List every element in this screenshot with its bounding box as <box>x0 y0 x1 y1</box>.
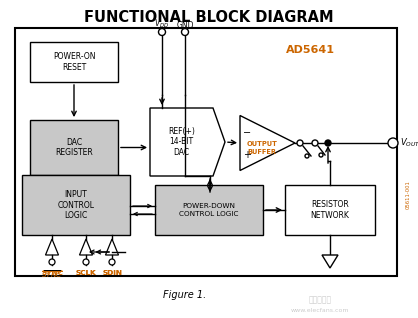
Circle shape <box>388 138 398 148</box>
Circle shape <box>297 140 303 146</box>
Text: POWER-DOWN
CONTROL LOGIC: POWER-DOWN CONTROL LOGIC <box>179 204 239 217</box>
Text: REF(+)
14-BIT
DAC: REF(+) 14-BIT DAC <box>168 127 195 157</box>
Bar <box>22 175 130 235</box>
Text: Figure 1.: Figure 1. <box>163 290 206 300</box>
Circle shape <box>319 153 323 157</box>
Text: GND: GND <box>176 21 194 30</box>
Text: INPUT
CONTROL
LOGIC: INPUT CONTROL LOGIC <box>58 190 94 220</box>
Polygon shape <box>322 255 338 268</box>
Polygon shape <box>240 115 295 170</box>
Polygon shape <box>150 108 225 176</box>
Text: $V_{DD}$: $V_{DD}$ <box>154 17 170 30</box>
Text: 05611-001: 05611-001 <box>405 181 410 210</box>
Text: $\overline{SYNC}$: $\overline{SYNC}$ <box>41 270 63 280</box>
Polygon shape <box>79 239 92 255</box>
Circle shape <box>305 154 309 158</box>
Bar <box>30 120 118 175</box>
Text: AD5641: AD5641 <box>285 45 334 55</box>
Bar <box>30 42 118 82</box>
Bar <box>15 28 397 276</box>
Text: 电子发烧友: 电子发烧友 <box>308 295 331 305</box>
Text: OUTPUT
BUFFER: OUTPUT BUFFER <box>247 142 278 155</box>
Circle shape <box>109 259 115 265</box>
Bar <box>155 185 263 235</box>
Circle shape <box>325 140 331 146</box>
Text: SCLK: SCLK <box>76 270 96 276</box>
Text: SDIN: SDIN <box>102 270 122 276</box>
Text: −: − <box>243 128 251 138</box>
Circle shape <box>312 140 318 146</box>
Text: DAC
REGISTER: DAC REGISTER <box>55 138 93 157</box>
Text: SYNC: SYNC <box>41 270 63 276</box>
Text: RESISTOR
NETWORK: RESISTOR NETWORK <box>311 200 349 220</box>
Circle shape <box>49 259 55 265</box>
Polygon shape <box>105 239 118 255</box>
Text: FUNCTIONAL BLOCK DIAGRAM: FUNCTIONAL BLOCK DIAGRAM <box>84 10 334 25</box>
Text: SDIN: SDIN <box>102 270 122 276</box>
Text: $V_{OUT}$: $V_{OUT}$ <box>400 137 418 149</box>
Text: www.elecfans.com: www.elecfans.com <box>291 308 349 313</box>
Polygon shape <box>46 239 59 255</box>
Circle shape <box>181 29 189 36</box>
Circle shape <box>83 259 89 265</box>
Text: SCLK: SCLK <box>76 270 96 276</box>
Circle shape <box>158 29 166 36</box>
Text: +: + <box>243 150 251 160</box>
Bar <box>285 185 375 235</box>
Text: POWER-ON
RESET: POWER-ON RESET <box>53 52 95 72</box>
